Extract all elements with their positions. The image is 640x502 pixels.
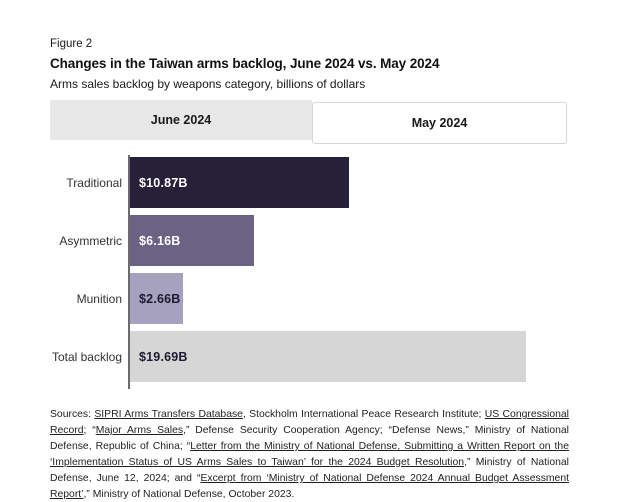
figure-title: Changes in the Taiwan arms backlog, June…	[50, 56, 440, 71]
figure-header: Figure 2 Changes in the Taiwan arms back…	[50, 38, 570, 91]
chart-row: Total backlog $19.69B	[50, 331, 590, 382]
bar-munition[interactable]: $2.66B	[130, 273, 183, 324]
sources-note: Sources: SIPRI Arms Transfers Database, …	[50, 407, 569, 502]
chart-row: Munition $2.66B	[50, 273, 590, 324]
y-axis-line	[128, 155, 130, 389]
bar-total-backlog[interactable]: $19.69B	[130, 331, 526, 382]
category-label: Munition	[76, 291, 122, 306]
source-link[interactable]: Letter from the Ministry of National Def…	[50, 441, 569, 468]
category-label: Traditional	[66, 175, 122, 190]
source-text: , Stockholm International Peace Research…	[242, 409, 485, 420]
bar-value-label: $2.66B	[139, 291, 181, 306]
source-text: ,” Ministry of National Defense, June 12…	[50, 457, 569, 484]
source-link[interactable]: US Congressional Record	[50, 409, 569, 436]
bar-value-label: $10.87B	[139, 175, 188, 190]
source-text: Sources:	[50, 409, 95, 420]
figure-subtitle: Arms sales backlog by weapons category, …	[50, 77, 366, 91]
chart-row: Traditional $10.87B	[50, 157, 590, 208]
category-label: Asymmetric	[59, 233, 122, 248]
tab-june-2024[interactable]: June 2024	[50, 100, 312, 140]
source-text: ; “	[83, 425, 96, 436]
source-text: ,” Ministry of National Defense, October…	[83, 489, 295, 500]
period-tabs: June 2024 May 2024	[50, 100, 567, 146]
tab-may-2024[interactable]: May 2024	[312, 102, 567, 144]
chart-row: Asymmetric $6.16B	[50, 215, 590, 266]
bar-chart: Traditional $10.87B Asymmetric $6.16B Muniti…	[50, 155, 590, 395]
bar-value-label: $19.69B	[139, 349, 188, 364]
chart-rows: Traditional $10.87B Asymmetric $6.16B Muniti…	[50, 155, 590, 382]
source-link[interactable]: Major Arms Sales	[95, 425, 184, 436]
bar-traditional[interactable]: $10.87B	[130, 157, 349, 208]
bar-value-label: $6.16B	[139, 233, 181, 248]
bar-asymmetric[interactable]: $6.16B	[130, 215, 254, 266]
source-link[interactable]: SIPRI Arms Transfers Database	[94, 409, 243, 420]
category-label: Total backlog	[51, 349, 122, 364]
figure-number: Figure 2	[50, 38, 93, 50]
source-text: ,” Defense Security Cooperation Agency; …	[50, 425, 569, 452]
source-link[interactable]: Excerpt from ‘Ministry of National Defen…	[50, 473, 570, 500]
